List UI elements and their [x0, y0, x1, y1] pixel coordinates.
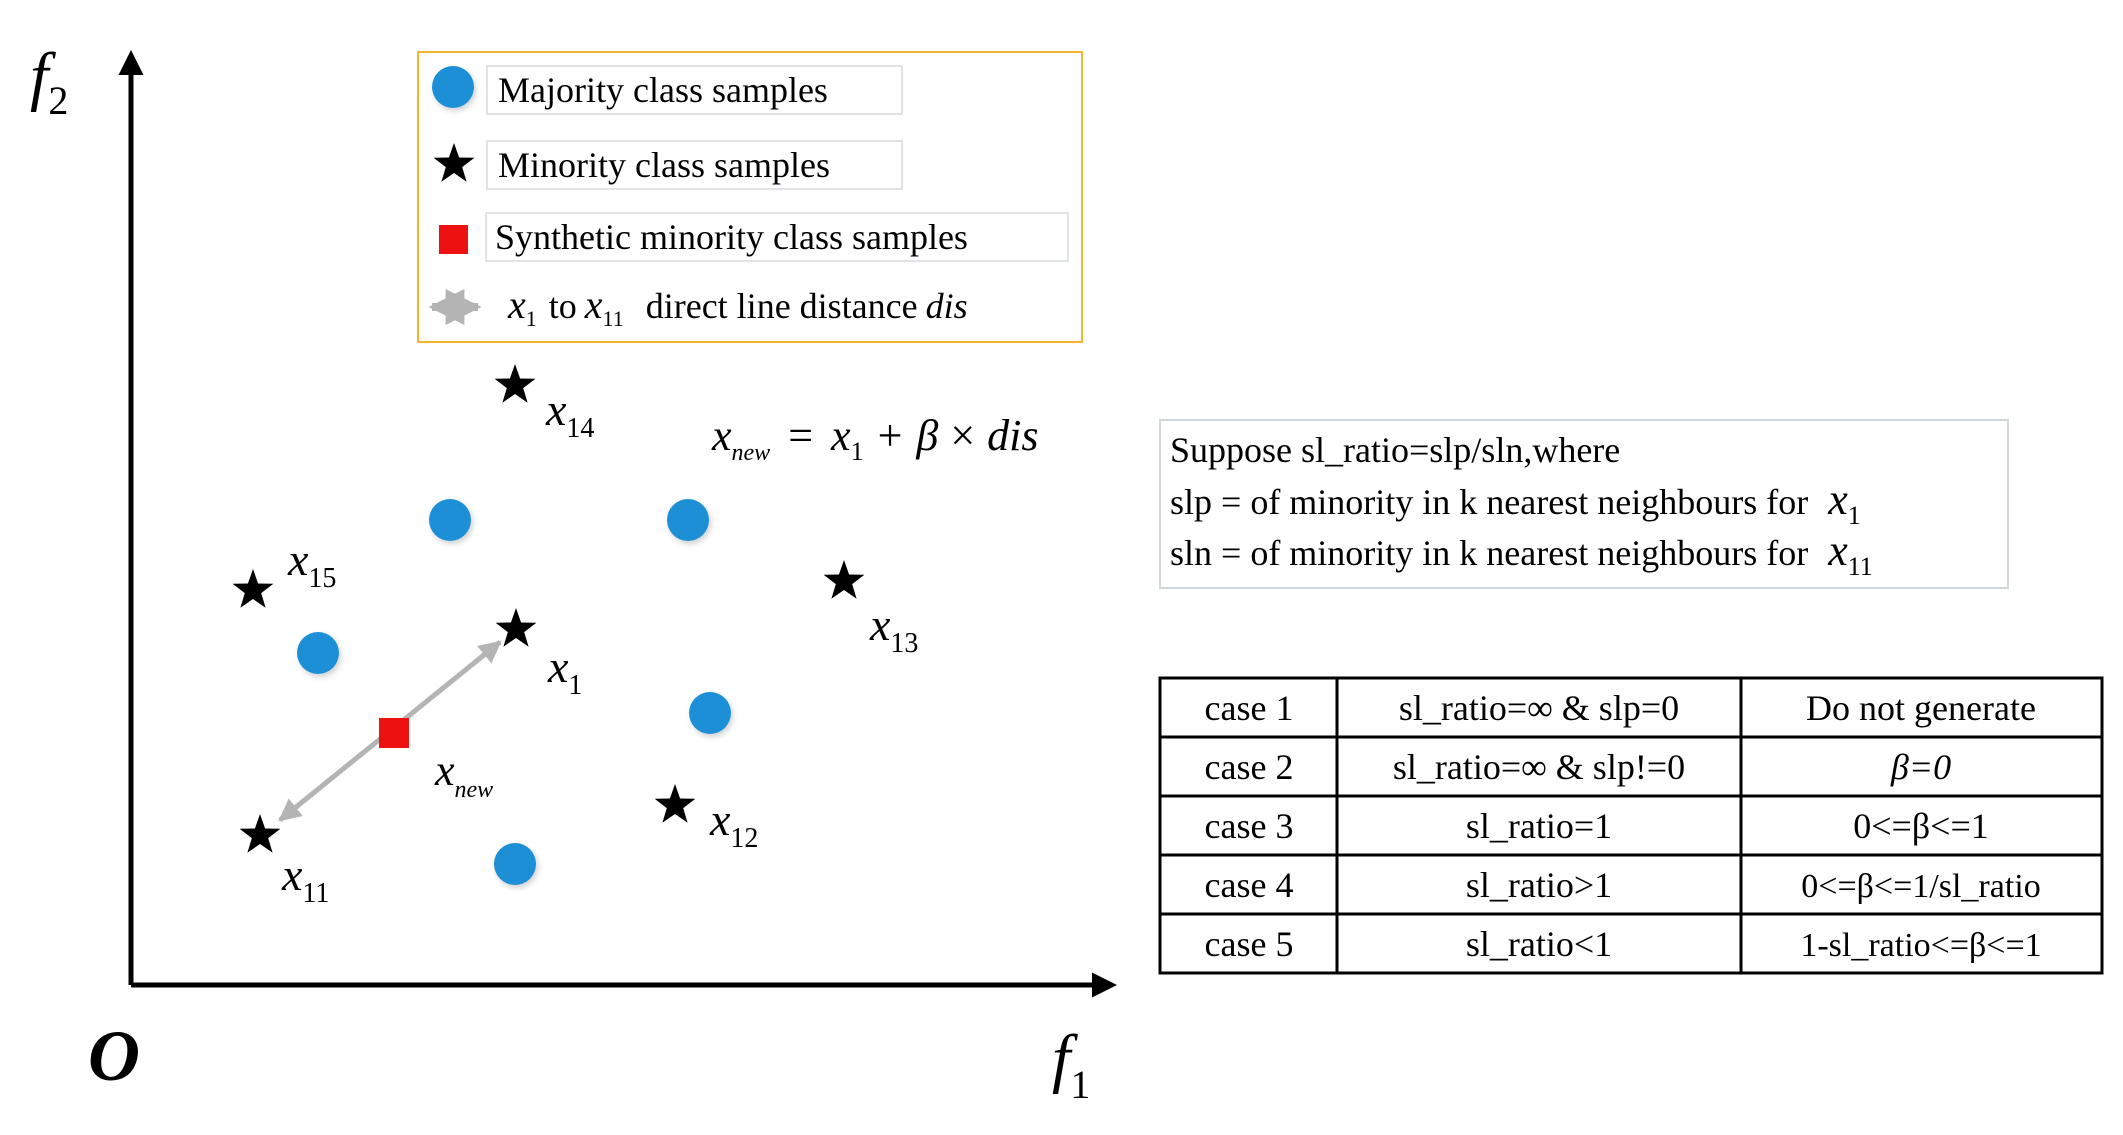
table-cell-case: case 5	[1205, 924, 1294, 964]
ratio-definition-line3: sln = of minority in k nearest neighbour…	[1170, 526, 1873, 581]
table-cell-action: Do not generate	[1806, 688, 2036, 728]
majority-point	[667, 499, 709, 541]
origin-label: O	[88, 1016, 140, 1096]
ratio-definition-box: Suppose sl_ratio=slp/sln,where slp = of …	[1159, 419, 2009, 589]
minority-point-x1	[495, 608, 537, 647]
legend-label-box	[485, 212, 1069, 262]
label-xnew: xnew	[434, 746, 493, 803]
legend-distance-label: x1 to x11 direct line distance dis	[507, 282, 968, 331]
ratio-definition-frame	[1159, 419, 2009, 589]
legend-label-box	[486, 65, 903, 115]
majority-point	[297, 632, 339, 674]
table-cell-condition: sl_ratio=∞ & slp!=0	[1393, 747, 1685, 787]
table-cell-condition: sl_ratio>1	[1466, 865, 1612, 905]
table-cell-action: β=0	[1890, 747, 1951, 787]
x-axis-label: f1	[1052, 1022, 1090, 1107]
minority-point-x12	[654, 784, 696, 823]
table-cell-action: 1-sl_ratio<=β<=1	[1800, 927, 2041, 964]
majority-point	[689, 692, 731, 734]
label-x12: x12	[709, 794, 758, 854]
synthetic-point	[379, 718, 409, 748]
label-x1: x1	[547, 641, 582, 701]
legend-synthetic-label: Synthetic minority class samples	[495, 217, 968, 257]
legend: Majority class samples Minority class sa…	[417, 51, 1083, 343]
majority-samples	[297, 499, 731, 885]
label-x14: x14	[545, 384, 594, 444]
legend-label-box	[486, 140, 903, 190]
legend-majority-marker	[432, 66, 474, 108]
minority-point-x14	[494, 364, 536, 403]
cases-table: case 1 sl_ratio=∞ & slp=0 Do not generat…	[1158, 676, 2104, 975]
table-cell-action: 0<=β<=1/sl_ratio	[1801, 868, 2040, 905]
table-cell-condition: sl_ratio=1	[1466, 806, 1612, 846]
minority-point-x15	[232, 569, 274, 608]
label-x15: x15	[287, 534, 336, 594]
point-labels: x14 x15 x1 x13 x12 x11 xnew	[281, 384, 918, 909]
label-x13: x13	[869, 599, 918, 659]
y-axis-label: f2	[30, 40, 68, 123]
legend-synthetic-marker	[439, 225, 468, 254]
legend-minority-label: Minority class samples	[498, 145, 830, 185]
table-cell-condition: sl_ratio<1	[1466, 924, 1612, 964]
table-cell-case: case 4	[1205, 865, 1294, 905]
ratio-definition-line1: Suppose sl_ratio=slp/sln,where	[1170, 430, 1620, 470]
table-cell-condition: sl_ratio=∞ & slp=0	[1399, 688, 1679, 728]
axes: O f1 f2	[30, 40, 1117, 1107]
majority-point	[494, 843, 536, 885]
table-cell-action: 0<=β<=1	[1853, 806, 1989, 846]
minority-point-x13	[823, 560, 865, 599]
legend-minority-marker	[433, 143, 475, 182]
legend-majority-label: Majority class samples	[498, 70, 828, 110]
generation-formula: xnew = x1 + β × dis	[711, 411, 1039, 466]
cases-table-frame	[1158, 676, 2104, 975]
majority-point	[429, 499, 471, 541]
label-x11: x11	[281, 849, 329, 909]
table-cell-case: case 3	[1205, 806, 1294, 846]
ratio-definition-line2: slp = of minority in k nearest neighbour…	[1170, 475, 1861, 530]
table-cell-case: case 2	[1205, 747, 1294, 787]
table-cell-case: case 1	[1205, 688, 1294, 728]
minority-point-x11	[239, 814, 281, 853]
minority-samples	[232, 364, 865, 853]
